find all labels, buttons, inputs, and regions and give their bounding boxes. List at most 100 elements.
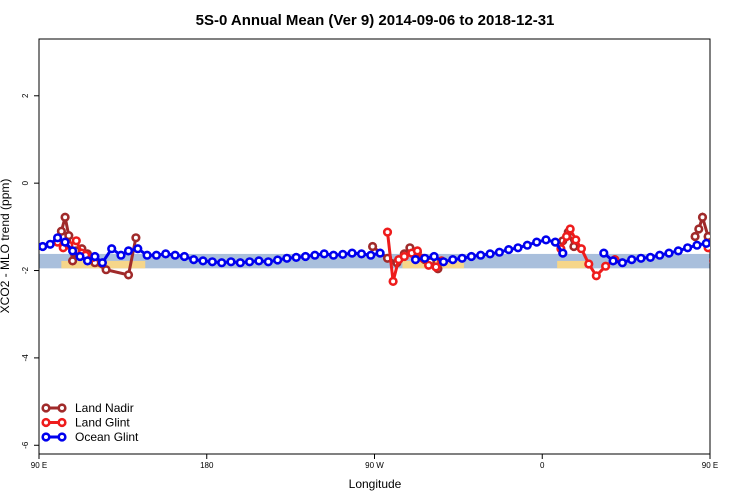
series-ocean-glint: [39, 233, 747, 268]
data-point: [599, 248, 609, 258]
y-tick-label: -4: [21, 354, 30, 362]
data-point: [142, 250, 152, 260]
data-point: [52, 233, 63, 243]
data-point: [67, 256, 78, 266]
data-point: [692, 240, 702, 250]
data-point: [39, 241, 48, 252]
data-point: [740, 256, 747, 263]
data-point: [466, 251, 477, 262]
data-point: [420, 253, 430, 263]
data-point: [412, 246, 423, 256]
y-tick-label: 2: [21, 93, 30, 98]
legend-label: Land Nadir: [75, 401, 134, 415]
data-point: [368, 241, 378, 252]
legend-label: Land Glint: [75, 416, 130, 430]
data-point: [673, 246, 683, 256]
data-point: [655, 250, 665, 260]
x-axis: 90 E 180 90 W 0 90 E: [31, 454, 718, 470]
x-tick-label: 0: [540, 461, 545, 470]
data-point: [742, 253, 749, 260]
ocean-band: [39, 253, 710, 269]
y-axis-label: XCO2 - MLO trend (ppm): [0, 179, 12, 314]
legend-marker: [57, 417, 67, 428]
data-point: [722, 238, 729, 245]
data-point: [328, 250, 339, 260]
y-tick-label: -2: [21, 266, 30, 274]
legend-marker: [57, 432, 67, 442]
data-point: [382, 227, 393, 237]
data-point: [71, 236, 81, 246]
data-point: [558, 248, 568, 258]
data-point: [731, 253, 738, 260]
data-point: [56, 226, 67, 236]
data-point: [438, 257, 449, 267]
data-point: [82, 256, 93, 266]
legend-marker: [57, 403, 67, 413]
data-point: [410, 255, 421, 265]
data-point: [97, 258, 107, 268]
land-band: [557, 260, 586, 269]
y-tick-label: -6: [21, 441, 30, 449]
data-point: [107, 244, 117, 254]
data-point: [712, 237, 719, 244]
data-point: [565, 224, 575, 234]
data-point: [718, 245, 725, 252]
data-point: [133, 244, 143, 254]
data-point: [60, 237, 70, 247]
data-point: [709, 258, 710, 264]
data-point: [226, 257, 236, 267]
data-point: [532, 237, 542, 247]
chart-title: 5S-0 Annual Mean (Ver 9) 2014-09-06 to 2…: [196, 12, 555, 29]
data-point: [189, 255, 199, 265]
data-point: [235, 258, 245, 268]
data-point: [709, 240, 710, 247]
y-axis: -6 -4 -2 0 2: [21, 93, 39, 449]
data-point: [682, 243, 693, 253]
data-point: [476, 250, 486, 260]
data-point: [198, 256, 208, 266]
data-point: [424, 260, 434, 270]
data-point: [245, 257, 255, 267]
data-point: [273, 255, 283, 265]
data-point: [735, 250, 742, 257]
data-point: [170, 250, 180, 260]
data-point: [300, 251, 311, 262]
x-tick-label: 180: [200, 461, 214, 470]
x-tick-label: 90 W: [365, 461, 384, 470]
data-point: [399, 251, 409, 262]
data-point: [608, 256, 618, 266]
series-layer: [39, 212, 750, 287]
data-point: [617, 258, 628, 268]
data-point: [131, 233, 141, 243]
series-land-nadir: [52, 212, 750, 280]
data-point: [504, 245, 514, 255]
data-point: [388, 276, 398, 287]
data-point: [254, 256, 264, 266]
data-point: [291, 252, 301, 262]
data-point: [744, 259, 750, 266]
data-point: [522, 240, 532, 250]
data-point: [716, 239, 723, 246]
data-point: [431, 262, 441, 272]
data-point: [116, 250, 126, 260]
data-point: [550, 237, 560, 247]
data-point: [151, 250, 161, 260]
x-tick-label: 90 E: [31, 461, 47, 470]
data-point: [67, 246, 78, 256]
data-point: [310, 250, 320, 260]
data-point: [600, 261, 611, 271]
data-point: [627, 255, 637, 265]
data-point: [90, 251, 100, 262]
legend-marker: [41, 432, 51, 442]
data-point: [591, 271, 601, 281]
data-point: [584, 259, 594, 269]
data-point: [457, 253, 467, 263]
legend-marker: [41, 403, 51, 413]
land-band: [742, 261, 750, 268]
data-point: [64, 231, 74, 241]
data-point: [338, 249, 348, 259]
data-point: [561, 231, 572, 242]
data-point: [207, 257, 217, 267]
